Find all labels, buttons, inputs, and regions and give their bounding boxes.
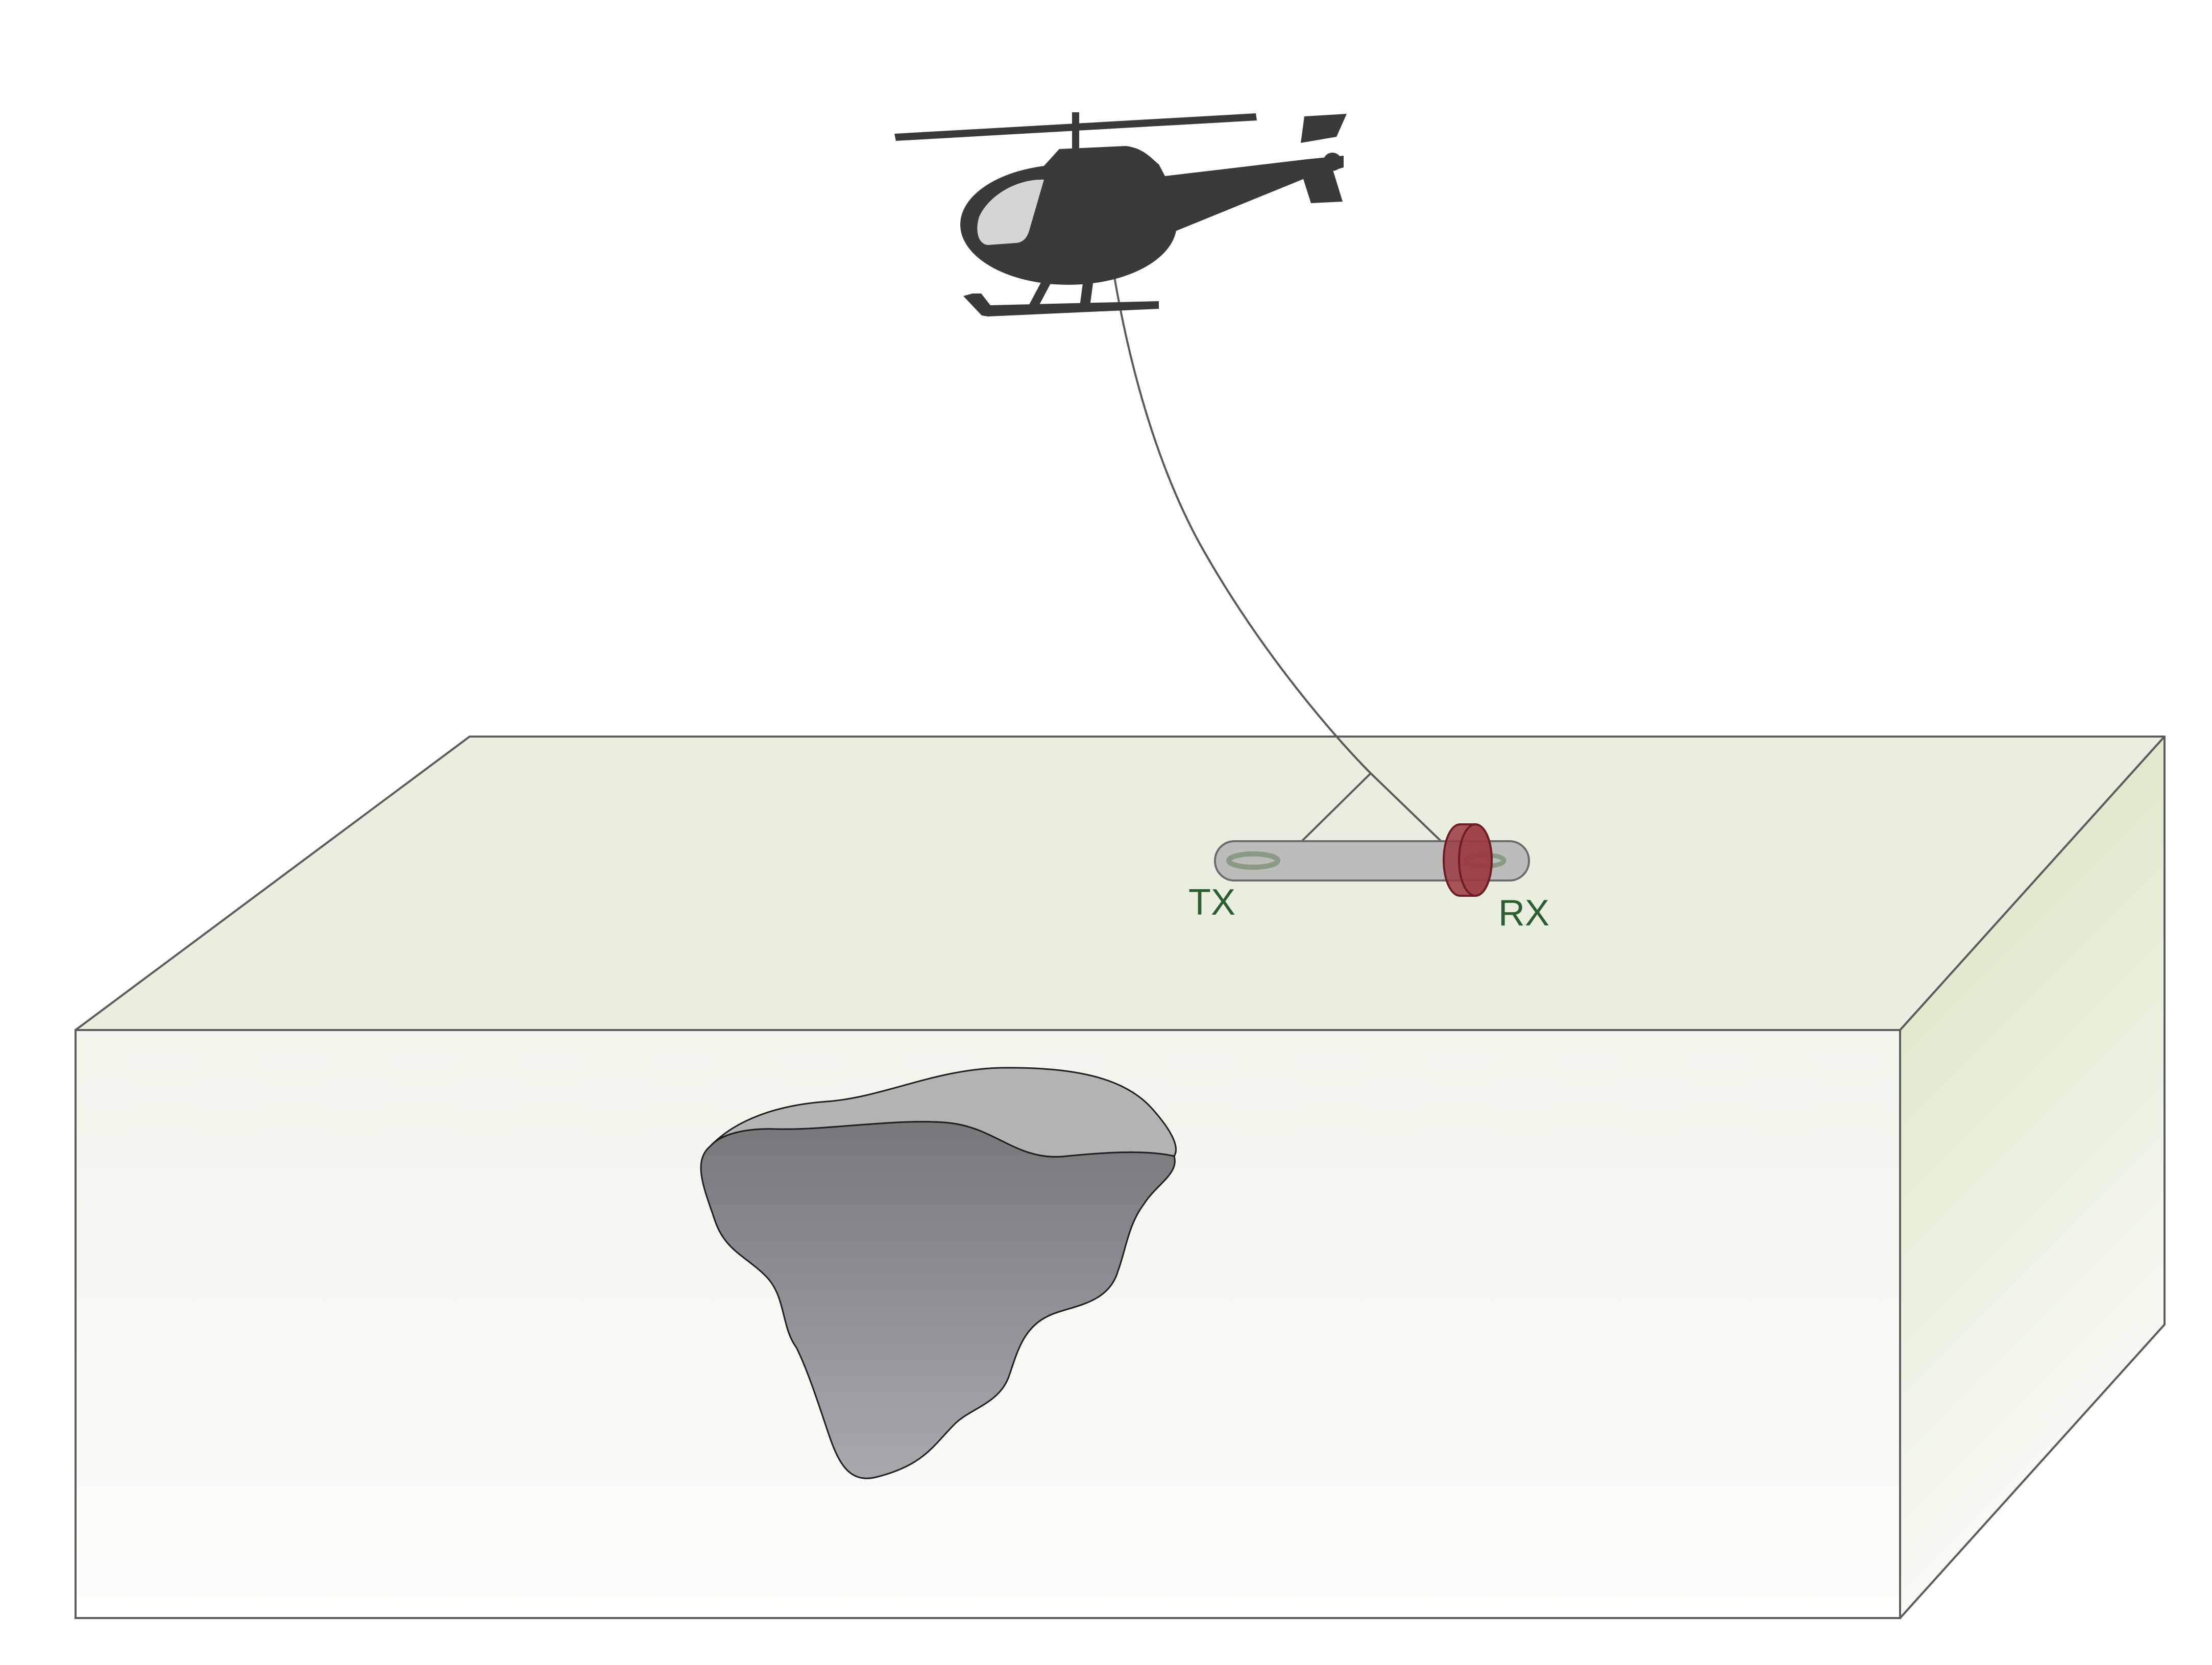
bird-suspension-lines	[1301, 772, 1446, 846]
rx-label: RX	[1498, 893, 1549, 934]
helicopter-icon	[894, 112, 1347, 316]
ore-body-front	[700, 1121, 1176, 1479]
em-bird	[1214, 823, 1530, 897]
ore-body	[700, 1067, 1177, 1479]
tow-cable	[1113, 277, 1372, 774]
tx-label: TX	[1188, 882, 1235, 923]
rx-coil	[1443, 823, 1493, 897]
tx-coil	[1226, 851, 1280, 870]
ground-top-surface	[75, 736, 2166, 1031]
